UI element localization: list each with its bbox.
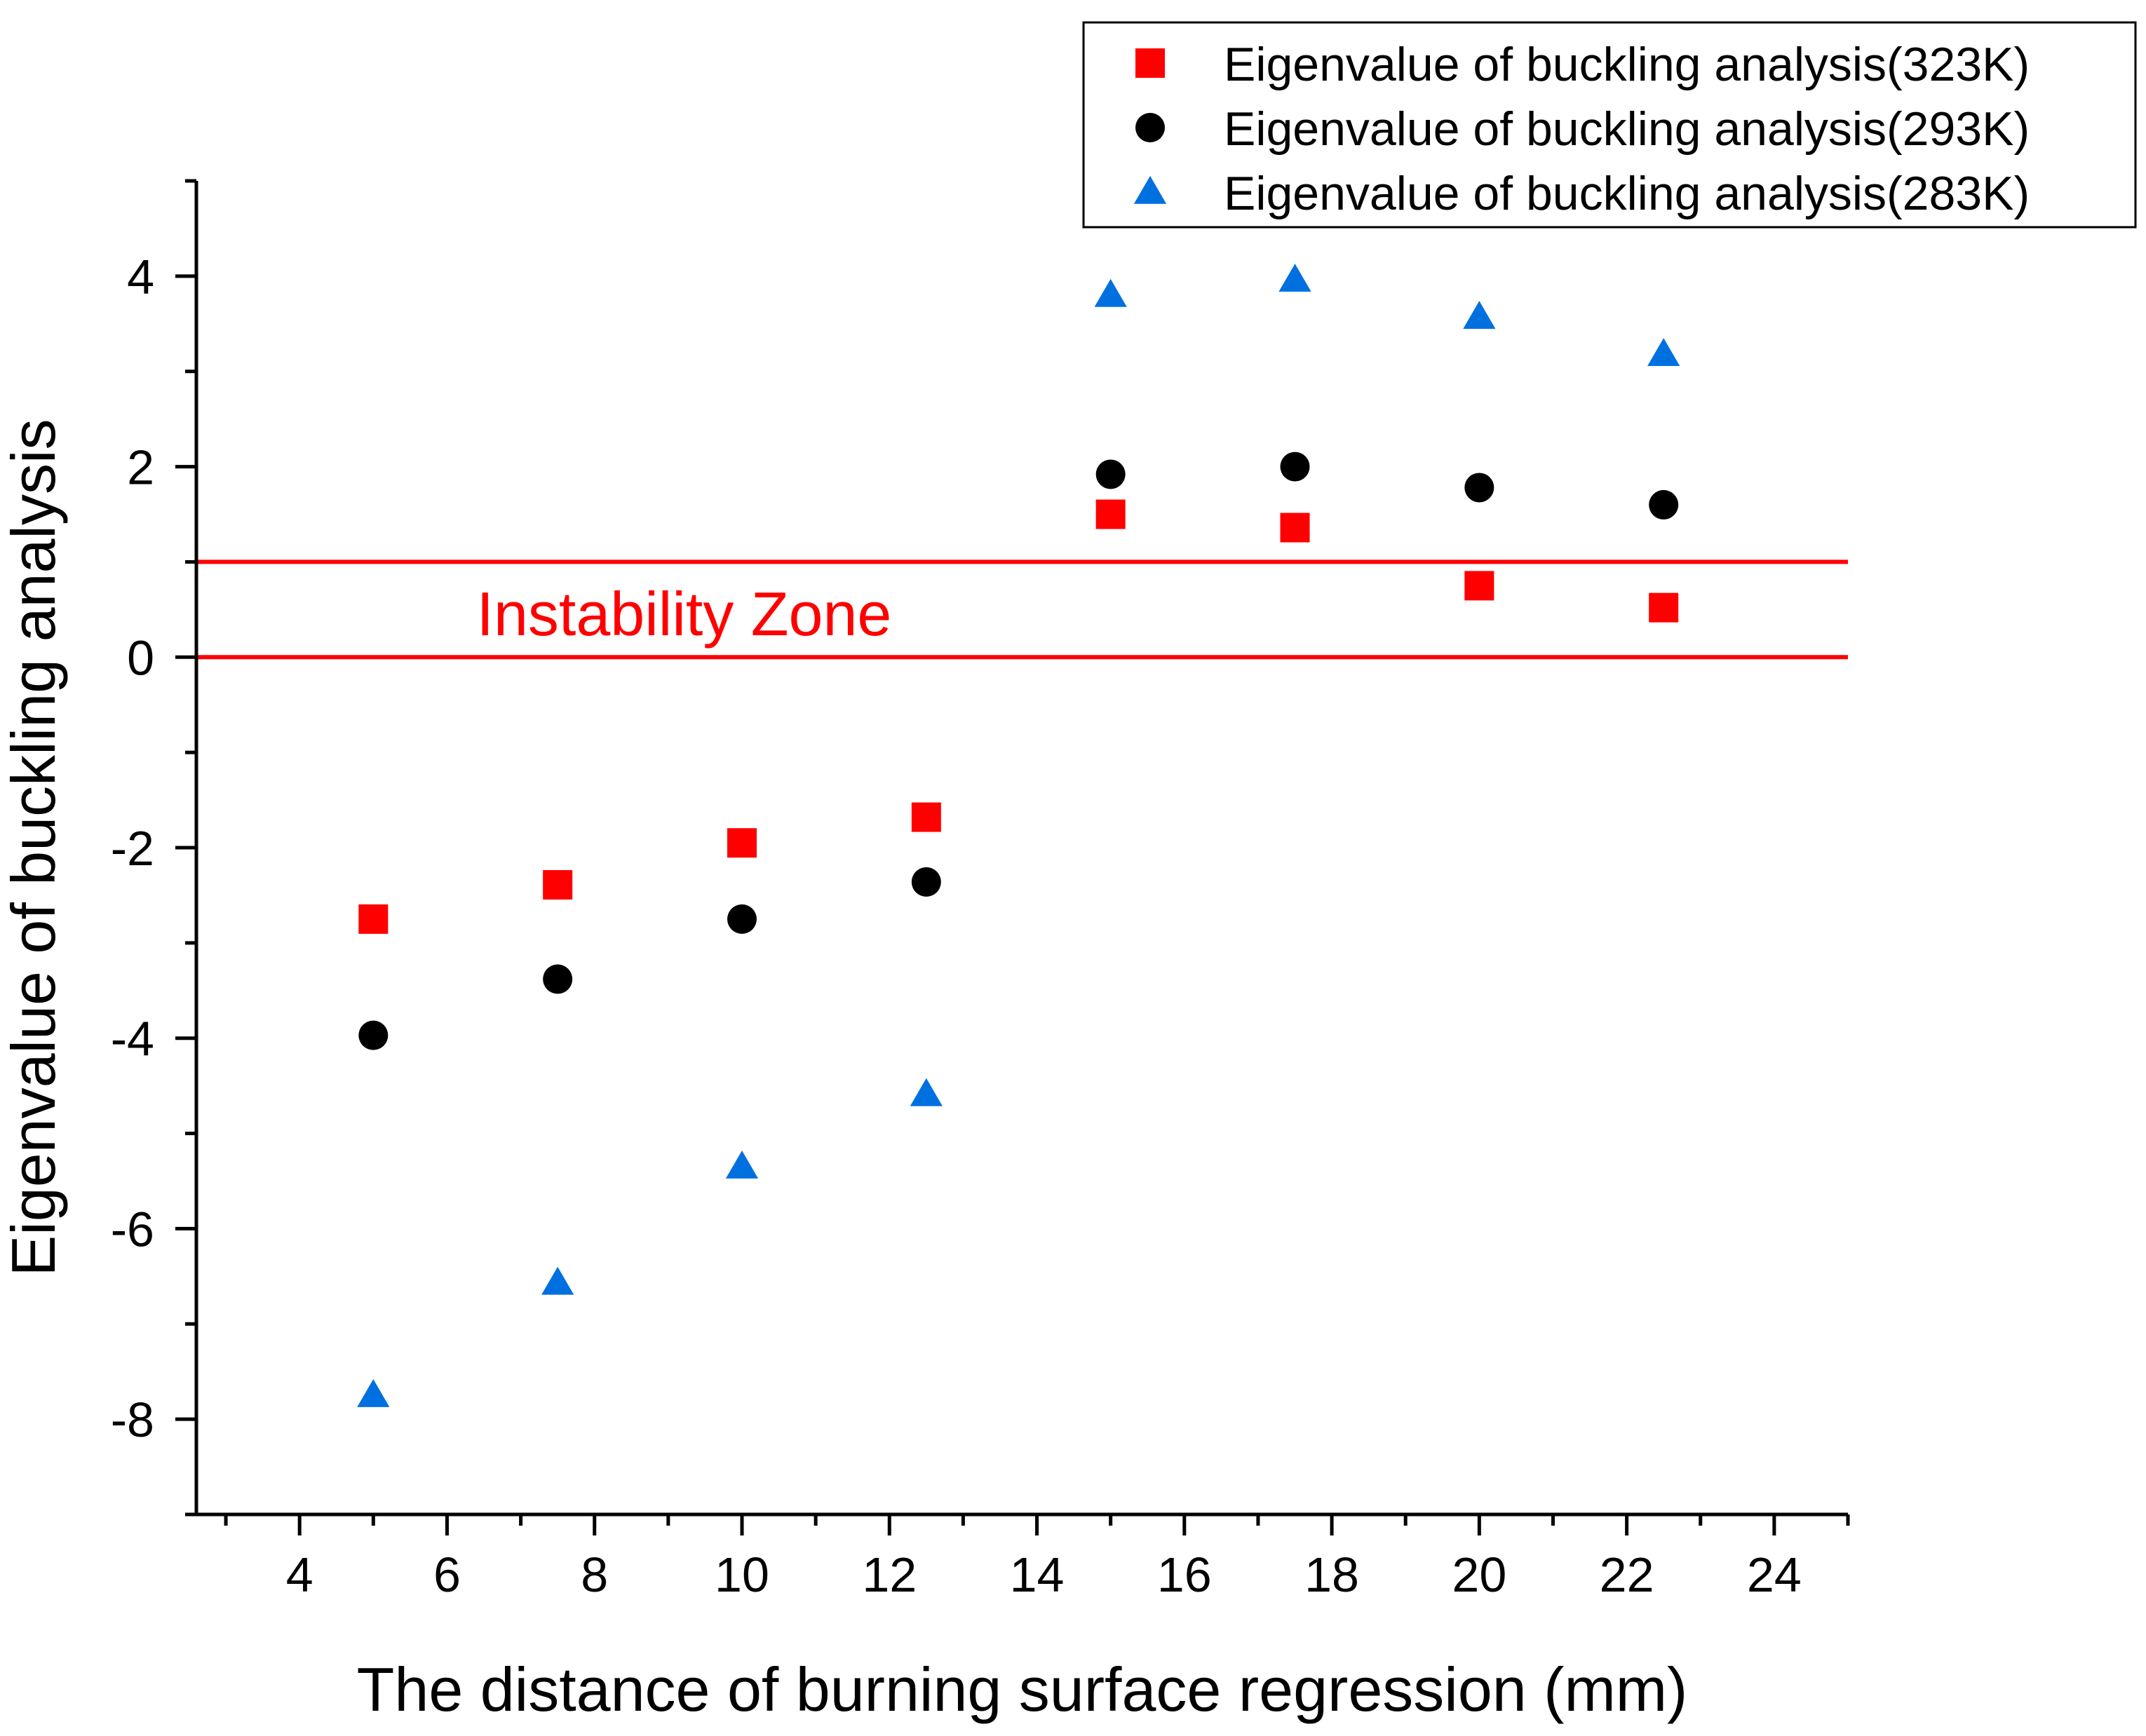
data-point-square: [543, 869, 573, 900]
data-point-circle: [911, 867, 941, 897]
instability-zone-label: Instability Zone: [477, 579, 892, 649]
y-tick-label: -8: [111, 1392, 154, 1447]
data-point-circle: [358, 1020, 389, 1050]
data-point-triangle: [1094, 278, 1127, 307]
x-tick-label: 8: [581, 1547, 608, 1602]
x-tick-label: 20: [1452, 1547, 1506, 1602]
data-point-triangle: [1463, 301, 1496, 330]
data-point-triangle: [357, 1379, 390, 1407]
reference-lines: [196, 560, 1848, 660]
x-axis-label: The distance of burning surface regressi…: [357, 1655, 1688, 1724]
x-tick-label: 16: [1157, 1547, 1212, 1602]
y-tick-label: 4: [127, 250, 154, 304]
y-tick-label: -4: [111, 1012, 154, 1066]
x-tick-label: 12: [862, 1547, 917, 1602]
legend-box: [1082, 21, 2137, 229]
y-tick-label: -6: [111, 1202, 154, 1256]
data-point-circle: [1649, 489, 1679, 520]
y-tick-label: 2: [127, 440, 154, 495]
legend-entry-label: Eigenvalue of buckling analysis(283K): [1224, 167, 2030, 220]
y-axis-label: Eigenvalue of buckling analysis: [0, 419, 68, 1277]
data-point-triangle: [1647, 338, 1680, 367]
x-tick-label: 24: [1747, 1547, 1802, 1602]
legend-triangle-icon: [1133, 175, 1167, 204]
x-tick-label: 4: [286, 1547, 313, 1602]
data-point-circle: [727, 904, 757, 934]
data-point-square: [358, 904, 389, 934]
data-points: [357, 264, 1680, 1407]
data-point-triangle: [1278, 264, 1311, 292]
x-tick-label: 14: [1010, 1547, 1065, 1602]
data-point-circle: [543, 964, 573, 994]
data-point-square: [911, 802, 941, 832]
legend: Eigenvalue of buckling analysis(323K) Eig…: [1082, 21, 2137, 229]
data-point-triangle: [910, 1078, 943, 1106]
y-tick-label: -2: [111, 821, 154, 876]
data-point-square: [727, 828, 757, 858]
x-tick-label: 22: [1600, 1547, 1654, 1602]
y-tick-label: 0: [127, 630, 154, 685]
data-point-triangle: [725, 1150, 759, 1179]
x-tick-label: 18: [1304, 1547, 1359, 1602]
x-tick-label: 10: [715, 1547, 769, 1602]
x-tick-label: 6: [433, 1547, 461, 1602]
data-point-square: [1095, 499, 1126, 529]
data-point-square: [1280, 513, 1310, 543]
legend-entry-label: Eigenvalue of buckling analysis(323K): [1224, 38, 2030, 91]
data-point-circle: [1464, 473, 1494, 503]
data-point-square: [1649, 592, 1679, 623]
data-point-circle: [1095, 459, 1126, 489]
data-point-circle: [1280, 452, 1310, 482]
data-point-triangle: [541, 1266, 574, 1295]
legend-circle-icon: [1135, 113, 1165, 142]
axes: [194, 181, 1848, 1517]
legend-entry-label: Eigenvalue of buckling analysis(293K): [1224, 102, 2030, 156]
data-point-square: [1464, 571, 1494, 601]
legend-square-icon: [1135, 48, 1165, 78]
